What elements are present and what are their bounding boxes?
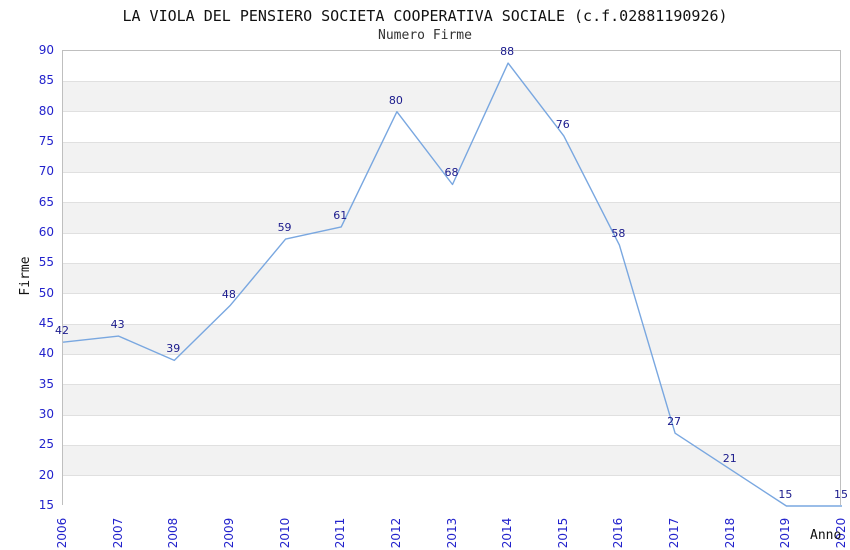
- y-tick-label: 75: [38, 134, 54, 148]
- data-label: 15: [834, 488, 848, 501]
- band: [63, 415, 840, 446]
- data-label: 39: [166, 342, 181, 356]
- series-svg: [62, 62, 842, 507]
- band: [63, 445, 840, 476]
- data-label: 59: [277, 221, 292, 235]
- x-tick-label: 2006: [55, 517, 69, 549]
- gridline: [63, 444, 840, 446]
- data-label: 58: [611, 227, 626, 241]
- x-tick-label: 2007: [110, 517, 125, 549]
- x-tick-label: 2016: [611, 517, 626, 549]
- band: [63, 384, 840, 415]
- gridline: [63, 323, 840, 325]
- x-tick-label: 2019: [778, 517, 793, 549]
- gridline: [63, 141, 840, 143]
- band: [63, 263, 840, 294]
- x-tick-label: 2013: [444, 517, 459, 549]
- data-label: 42: [55, 324, 69, 338]
- gridline: [63, 353, 840, 355]
- y-tick-label: 45: [38, 316, 54, 330]
- gridline: [63, 414, 840, 416]
- data-label: 61: [333, 208, 348, 222]
- data-label: 88: [500, 45, 515, 59]
- y-tick-label: 35: [38, 376, 54, 391]
- y-axis-title: Firme: [18, 256, 33, 296]
- gridline: [63, 80, 840, 82]
- y-tick-label: 25: [38, 437, 54, 452]
- y-tick-label: 30: [38, 407, 54, 421]
- gridline: [63, 475, 840, 477]
- data-label: 43: [110, 318, 125, 332]
- data-label: 27: [667, 415, 682, 429]
- band: [63, 233, 840, 264]
- x-tick-label: 2012: [388, 517, 403, 549]
- y-tick-label: 50: [38, 285, 54, 300]
- y-tick-label: 85: [38, 73, 54, 88]
- x-axis-title: Anno: [810, 528, 842, 543]
- gridline: [63, 171, 840, 173]
- gridline: [63, 262, 840, 264]
- gridline: [63, 293, 840, 295]
- gridline: [63, 202, 840, 204]
- y-tick-label: 15: [38, 498, 54, 512]
- band: [63, 142, 840, 173]
- band: [63, 81, 840, 112]
- y-tick-label: 20: [38, 467, 54, 482]
- band: [63, 202, 840, 233]
- y-tick-label: 70: [38, 164, 54, 179]
- data-label: 76: [555, 117, 570, 131]
- band: [63, 172, 840, 203]
- series-line: [62, 62, 842, 507]
- x-tick-label: 2008: [166, 517, 181, 549]
- data-label: 48: [221, 287, 236, 301]
- y-tick-label: 65: [38, 194, 54, 209]
- x-tick-label: 2011: [333, 517, 348, 549]
- data-label: 68: [444, 166, 459, 180]
- y-tick-label: 60: [38, 225, 54, 239]
- y-tick-label: 80: [38, 103, 54, 118]
- plot-area: [62, 50, 842, 507]
- gridline: [63, 111, 840, 113]
- x-tick-label: 2009: [221, 517, 236, 549]
- chart-title: LA VIOLA DEL PENSIERO SOCIETA COOPERATIV…: [122, 7, 728, 25]
- data-label: 80: [388, 93, 403, 107]
- gridline: [63, 232, 840, 234]
- band: [63, 51, 840, 82]
- x-tick-label: 2010: [277, 517, 292, 549]
- data-label: 21: [722, 451, 737, 465]
- x-tick-label: 2018: [722, 517, 737, 549]
- band: [63, 324, 840, 355]
- x-tick-label: 2017: [667, 517, 682, 549]
- chart-subtitle: Numero Firme: [378, 28, 472, 43]
- y-tick-label: 90: [38, 43, 54, 57]
- gridline: [63, 384, 840, 386]
- data-label: 15: [778, 488, 793, 501]
- band: [63, 293, 840, 324]
- y-tick-label: 40: [38, 346, 54, 361]
- x-tick-label: 2014: [500, 517, 515, 549]
- band: [63, 475, 840, 506]
- x-tick-label: 2015: [555, 517, 570, 549]
- band: [63, 354, 840, 385]
- band: [63, 111, 840, 142]
- y-tick-label: 55: [38, 255, 54, 270]
